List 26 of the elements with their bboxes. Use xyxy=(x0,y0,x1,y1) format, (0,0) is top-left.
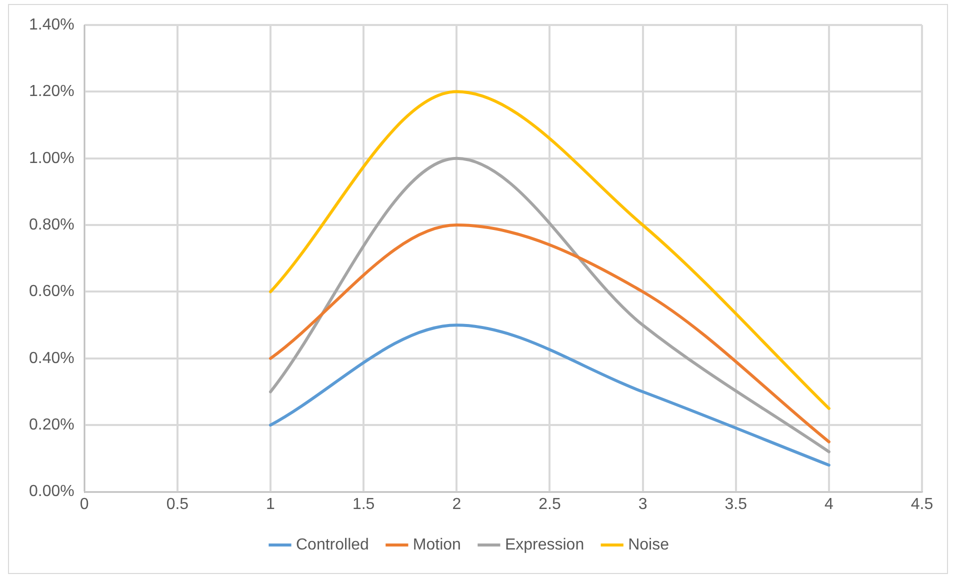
y-tick-label: 0.40% xyxy=(28,350,74,367)
line-series xyxy=(269,224,830,444)
x-tick-label: 3 xyxy=(638,496,648,513)
y-tick-label: 1.40% xyxy=(28,16,74,34)
line-series xyxy=(269,324,830,467)
x-tick-label: 1 xyxy=(266,496,276,513)
x-tick-label: 2.5 xyxy=(538,496,561,513)
x-tick-label: 1.5 xyxy=(352,496,375,513)
x-tick-label: 4 xyxy=(824,496,834,513)
y-tick-label: 1.00% xyxy=(28,150,74,167)
y-tick-label: 0.80% xyxy=(28,216,74,234)
legend-label: Motion xyxy=(412,536,461,554)
line-series xyxy=(269,90,830,410)
y-tick-label: 0.00% xyxy=(28,483,74,500)
x-tick-label: 4.5 xyxy=(910,496,934,513)
x-tick-label: 0 xyxy=(80,496,89,513)
y-tick-label: 0.20% xyxy=(28,416,74,434)
legend-label: Controlled xyxy=(296,536,369,554)
y-tick-label: 1.20% xyxy=(28,83,74,100)
legend-label: Expression xyxy=(504,536,584,554)
legend-label: Noise xyxy=(628,536,670,554)
line-series xyxy=(269,156,830,454)
x-tick-label: 3.5 xyxy=(724,496,748,513)
y-tick-label: 0.60% xyxy=(28,283,74,300)
x-tick-label: 2 xyxy=(452,496,462,513)
x-tick-label: 0.5 xyxy=(166,496,189,513)
